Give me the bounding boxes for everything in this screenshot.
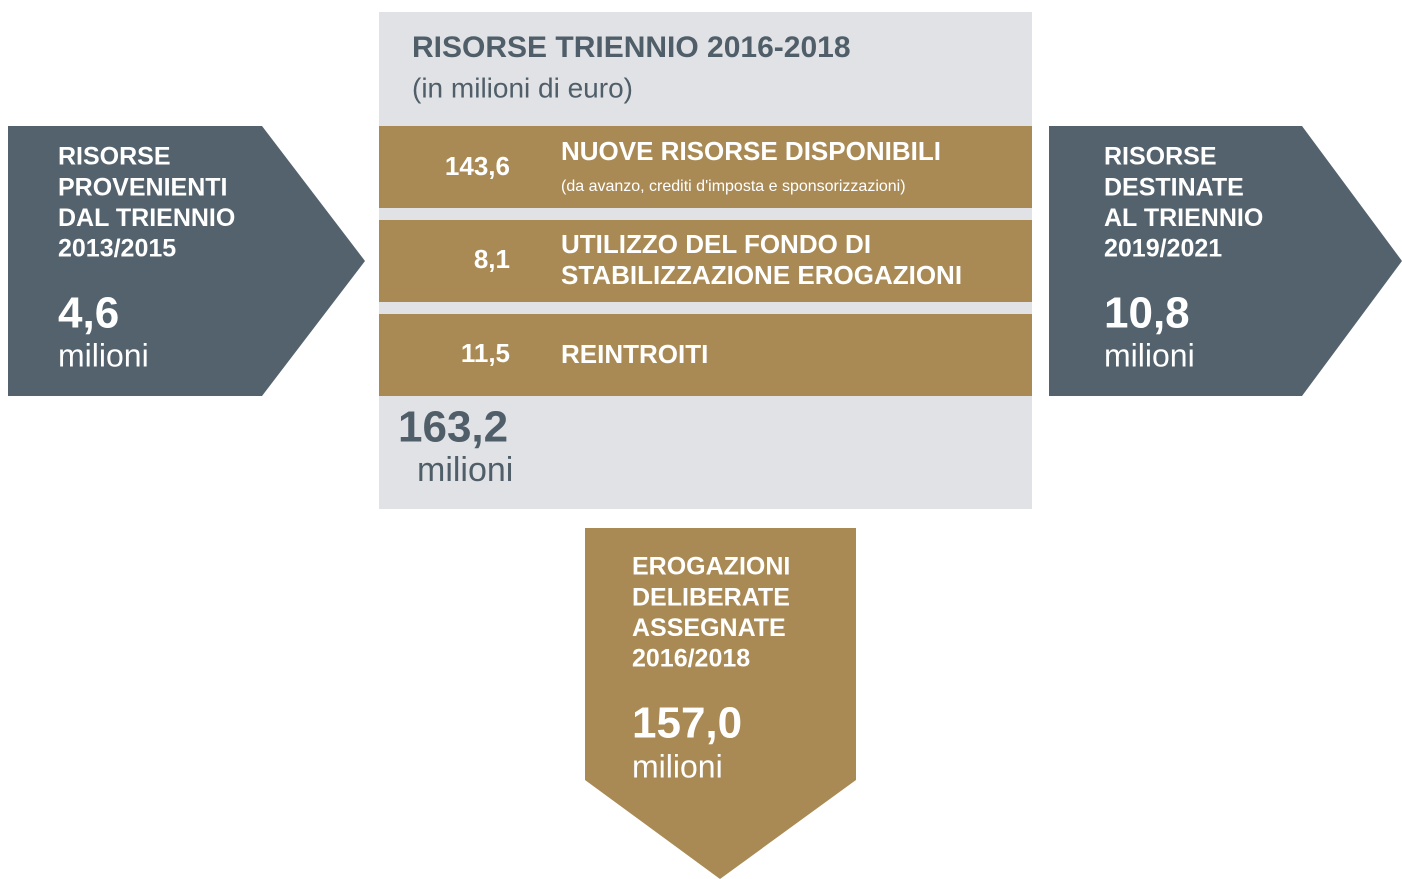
right-label: AL TRIENNIO	[1104, 204, 1263, 232]
bottom-arrow	[585, 528, 856, 879]
right-label: DESTINATE	[1104, 173, 1244, 201]
row-note: (da avanzo, crediti d'imposta e sponsori…	[561, 178, 906, 195]
right-label: RISORSE	[1104, 143, 1217, 171]
bottom-label: 2016/2018	[632, 645, 750, 673]
right-arrow	[1049, 126, 1402, 396]
bottom-label: DELIBERATE	[632, 583, 790, 611]
left-unit: milioni	[58, 337, 149, 373]
bottom-label: EROGAZIONI	[632, 553, 790, 581]
total-value: 163,2	[398, 403, 508, 452]
left-arrow	[8, 126, 365, 396]
row-value: 11,5	[461, 338, 510, 368]
center-title: RISORSE TRIENNIO 2016-2018	[412, 31, 851, 64]
row-value: 8,1	[474, 244, 510, 274]
row-label: REINTROITI	[561, 339, 708, 369]
right-label: 2019/2021	[1104, 235, 1222, 263]
left-label: DAL TRIENNIO	[58, 204, 235, 232]
row-band	[379, 314, 1032, 396]
bottom-unit: milioni	[632, 748, 723, 784]
right-value: 10,8	[1104, 289, 1190, 338]
row-label: UTILIZZO DEL FONDO DI	[561, 229, 871, 259]
total-unit: milioni	[417, 451, 513, 489]
bottom-value: 157,0	[632, 699, 742, 748]
right-unit: milioni	[1104, 337, 1195, 373]
left-value: 4,6	[58, 289, 119, 338]
row-label: STABILIZZAZIONE EROGAZIONI	[561, 260, 962, 290]
row-value: 143,6	[445, 151, 510, 181]
bottom-label: ASSEGNATE	[632, 614, 786, 642]
row-label: NUOVE RISORSE DISPONIBILI	[561, 136, 941, 166]
left-label: RISORSE	[58, 143, 171, 171]
center-subtitle: (in milioni di euro)	[412, 72, 633, 103]
left-label: PROVENIENTI	[58, 173, 227, 201]
row-band	[379, 126, 1032, 208]
left-label: 2013/2015	[58, 235, 176, 263]
row-band	[379, 220, 1032, 302]
